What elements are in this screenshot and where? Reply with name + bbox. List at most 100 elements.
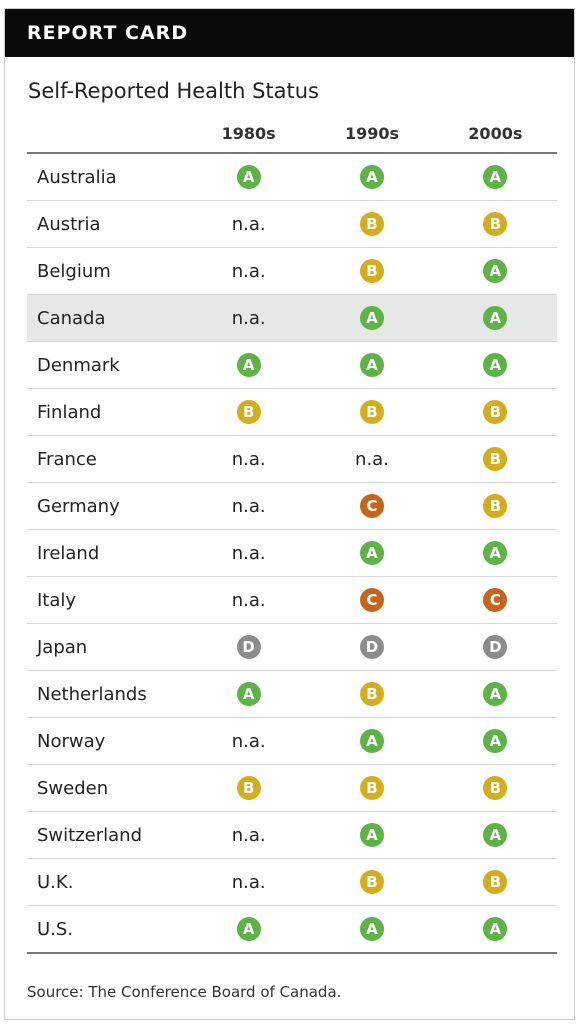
grade-b-badge: B: [483, 870, 508, 894]
page-title: Self-Reported Health Status: [28, 79, 319, 103]
grade-d-badge: D: [236, 635, 261, 659]
grade-cell-1980s: A: [187, 341, 311, 389]
not-available-text: n.a.: [355, 448, 389, 470]
not-available-text: n.a.: [231, 824, 266, 846]
grade-cell-2000s: B: [433, 482, 557, 530]
grade-b-badge: B: [236, 776, 261, 800]
grade-cell-1990s: B: [310, 247, 434, 295]
header-title: REPORT CARD: [27, 22, 189, 44]
grade-a-badge: A: [483, 823, 508, 847]
grade-a-badge: A: [359, 823, 384, 847]
grade-cell-1980s: B: [187, 388, 311, 436]
grade-cell-2000s: A: [433, 811, 557, 859]
grade-a-badge: A: [236, 165, 261, 189]
grade-b-badge: B: [483, 447, 508, 471]
country-name: Belgium: [27, 247, 187, 295]
grade-cell-2000s: A: [433, 717, 557, 765]
grade-cell-2000s: A: [433, 153, 557, 201]
grade-a-badge: A: [359, 541, 384, 565]
country-name: Australia: [27, 153, 187, 201]
country-name: Canada: [27, 294, 187, 342]
grade-cell-1990s: B: [310, 200, 434, 248]
table-row: Japan D D D: [27, 623, 557, 671]
grade-cell-1990s: A: [310, 811, 434, 859]
grades-table: 1980s 1990s 2000s Australia A A A Austria n.a…: [27, 115, 557, 954]
grade-cell-2000s: A: [433, 247, 557, 295]
grade-a-badge: A: [483, 729, 508, 753]
grade-cell-2000s: B: [433, 388, 557, 436]
table-row: Denmark A A A: [27, 341, 557, 389]
grade-a-badge: A: [359, 353, 384, 377]
table-row: Ireland n.a. A A: [27, 529, 557, 577]
not-available-text: n.a.: [231, 542, 266, 564]
report-card-header: REPORT CARD: [5, 9, 574, 57]
grade-cell-1980s: n.a.: [187, 200, 311, 248]
grade-a-badge: A: [236, 353, 261, 377]
not-available-text: n.a.: [231, 213, 266, 235]
column-header-1990s: 1990s: [310, 115, 434, 154]
table-row: U.S. A A A: [27, 905, 557, 954]
country-name: Denmark: [27, 341, 187, 389]
table-row: Italy n.a. C C: [27, 576, 557, 624]
grade-cell-2000s: A: [433, 529, 557, 577]
table-header-row: 1980s 1990s 2000s: [27, 115, 557, 154]
country-name: Austria: [27, 200, 187, 248]
grade-b-badge: B: [483, 776, 508, 800]
country-name: Sweden: [27, 764, 187, 812]
not-available-text: n.a.: [231, 307, 266, 329]
grade-cell-1980s: n.a.: [187, 529, 311, 577]
country-name: Ireland: [27, 529, 187, 577]
grade-cell-2000s: A: [433, 294, 557, 342]
not-available-text: n.a.: [231, 871, 266, 893]
grade-cell-2000s: C: [433, 576, 557, 624]
grade-c-badge: C: [359, 588, 384, 612]
grade-a-badge: A: [483, 682, 508, 706]
grade-cell-1990s: A: [310, 905, 434, 954]
grade-cell-1980s: n.a.: [187, 858, 311, 906]
grade-a-badge: A: [483, 353, 508, 377]
table-row: Norway n.a. A A: [27, 717, 557, 765]
grade-cell-1990s: A: [310, 294, 434, 342]
grade-b-badge: B: [359, 682, 384, 706]
table-row: France n.a. n.a. B: [27, 435, 557, 483]
grade-b-badge: B: [359, 259, 384, 283]
grade-cell-2000s: A: [433, 341, 557, 389]
table-body: Australia A A A Austria n.a. B B Belgium n.a. B A Ca…: [27, 153, 557, 954]
table-row: Switzerland n.a. A A: [27, 811, 557, 859]
grade-cell-1980s: n.a.: [187, 294, 311, 342]
table-row: U.K. n.a. B B: [27, 858, 557, 906]
table-row: Belgium n.a. B A: [27, 247, 557, 295]
not-available-text: n.a.: [231, 448, 266, 470]
grade-a-badge: A: [236, 682, 261, 706]
table-row: Germany n.a. C B: [27, 482, 557, 530]
country-name: U.K.: [27, 858, 187, 906]
grade-b-badge: B: [483, 494, 508, 518]
country-name: Japan: [27, 623, 187, 671]
grade-a-badge: A: [483, 541, 508, 565]
grade-c-badge: C: [483, 588, 508, 612]
grade-cell-1990s: B: [310, 764, 434, 812]
grade-d-badge: D: [359, 635, 384, 659]
grade-cell-2000s: B: [433, 858, 557, 906]
grade-d-badge: D: [483, 635, 508, 659]
not-available-text: n.a.: [231, 589, 266, 611]
grade-c-badge: C: [359, 494, 384, 518]
grade-cell-1980s: D: [187, 623, 311, 671]
grade-cell-2000s: D: [433, 623, 557, 671]
grade-cell-2000s: B: [433, 435, 557, 483]
country-name: France: [27, 435, 187, 483]
grade-cell-1990s: C: [310, 576, 434, 624]
grade-cell-1990s: B: [310, 670, 434, 718]
grade-a-badge: A: [359, 165, 384, 189]
grade-cell-1980s: B: [187, 764, 311, 812]
grade-b-badge: B: [483, 400, 508, 424]
grade-cell-1980s: A: [187, 670, 311, 718]
grade-a-badge: A: [359, 729, 384, 753]
grade-a-badge: A: [483, 259, 508, 283]
grade-cell-1990s: C: [310, 482, 434, 530]
grade-cell-1990s: D: [310, 623, 434, 671]
grade-cell-1980s: A: [187, 905, 311, 954]
grade-cell-1980s: n.a.: [187, 482, 311, 530]
table-row: Sweden B B B: [27, 764, 557, 812]
country-name: Germany: [27, 482, 187, 530]
